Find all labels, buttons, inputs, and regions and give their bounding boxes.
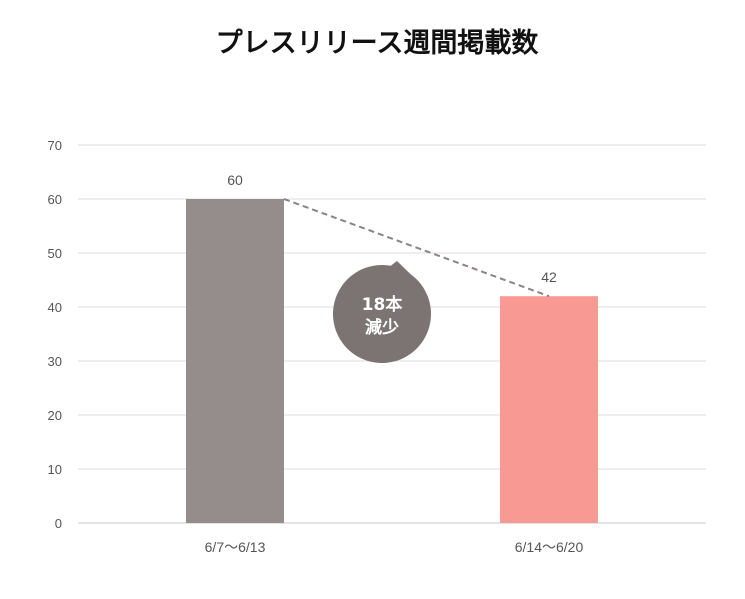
y-tick-label: 30 (48, 354, 62, 369)
chart-title: プレスリリース週間掲載数 (216, 28, 540, 59)
data-label: 60 (227, 172, 243, 188)
callout-line-1: 18本 (362, 294, 403, 315)
x-axis-categories: 6/7〜6/13 6/14〜6/20 (205, 539, 584, 555)
y-tick-label: 10 (48, 462, 62, 477)
bar (186, 199, 284, 523)
data-labels: 60 42 (227, 172, 557, 285)
x-category-label: 6/7〜6/13 (205, 539, 266, 555)
y-tick-label: 70 (48, 138, 62, 153)
y-tick-label: 50 (48, 246, 62, 261)
bars (186, 199, 598, 523)
decrease-connector-line (283, 198, 550, 298)
y-tick-label: 0 (55, 516, 62, 531)
y-tick-label: 60 (48, 192, 62, 207)
data-label: 42 (541, 269, 557, 285)
callout-bubble (332, 261, 431, 363)
bar (500, 296, 598, 523)
x-category-label: 6/14〜6/20 (515, 539, 584, 555)
y-tick-label: 40 (48, 300, 62, 315)
y-axis-ticks: 0 10 20 30 40 50 60 70 (48, 138, 62, 531)
callout-line-2: 減少 (365, 317, 399, 338)
decrease-callout: 18本 減少 (332, 261, 431, 363)
y-tick-label: 20 (48, 408, 62, 423)
